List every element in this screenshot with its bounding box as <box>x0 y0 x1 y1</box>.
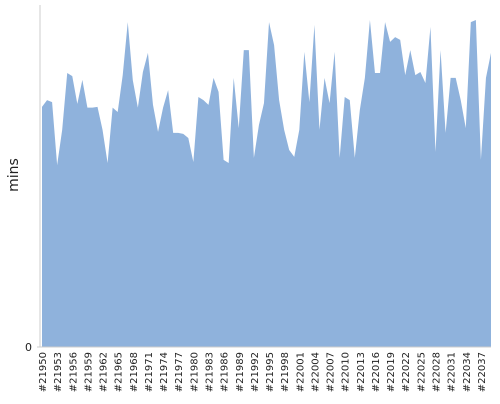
x-tick-label: #21989 <box>235 352 246 392</box>
x-tick-label: #21956 <box>68 352 79 392</box>
x-tick-label: #22007 <box>326 352 337 392</box>
x-tick-label: #21953 <box>53 352 64 392</box>
y-axis-label: mins <box>6 158 22 192</box>
y-tick-label: 0 <box>25 341 32 354</box>
x-tick-label: #22034 <box>462 352 473 392</box>
x-tick-label: #21971 <box>144 352 155 392</box>
x-tick-label: #21983 <box>204 352 215 392</box>
x-tick-label: #22001 <box>295 352 306 392</box>
x-tick-label: #22022 <box>401 352 412 392</box>
x-tick-label: #21980 <box>189 352 200 392</box>
area <box>42 20 491 347</box>
x-tick-label: #22016 <box>371 352 382 392</box>
x-tick-label: #21959 <box>83 352 94 392</box>
x-tick-label: #21992 <box>250 352 261 392</box>
x-tick-label: #22037 <box>477 352 488 392</box>
x-tick-label: #21995 <box>265 352 276 392</box>
x-tick-label: #21974 <box>159 352 170 392</box>
x-tick-label: #21965 <box>114 352 125 392</box>
x-tick-label: #21986 <box>220 352 231 392</box>
x-tick-label: #22025 <box>416 352 427 392</box>
x-tick-label: #22031 <box>447 352 458 392</box>
x-tick-label: #21950 <box>38 352 49 392</box>
x-tick-label: #22019 <box>386 352 397 392</box>
x-tick-label: #21962 <box>99 352 110 392</box>
x-tick-label: #22013 <box>356 352 367 392</box>
x-tick-label: #21998 <box>280 352 291 392</box>
x-tick-label: #22010 <box>341 352 352 392</box>
x-tick-label: #22004 <box>310 352 321 392</box>
x-tick-label: #22028 <box>432 352 443 392</box>
x-tick-label: #21977 <box>174 352 185 392</box>
x-tick-label: #21968 <box>129 352 140 392</box>
